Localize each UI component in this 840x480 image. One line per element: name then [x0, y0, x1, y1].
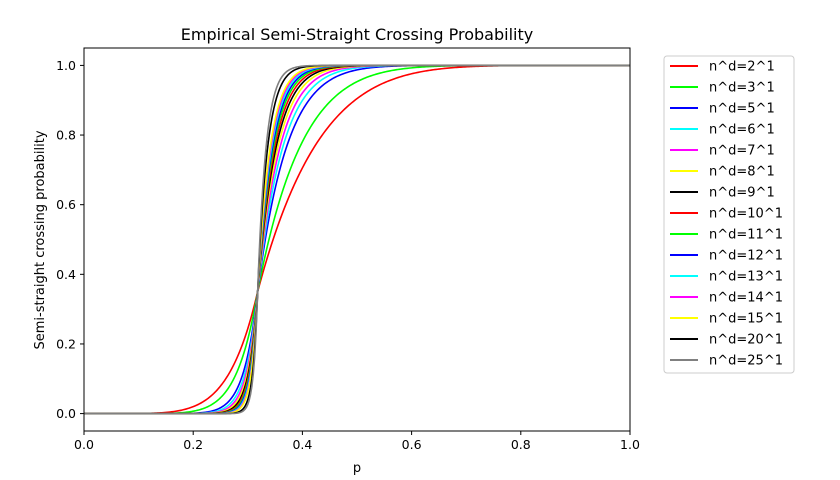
legend-label: n^d=9^1	[709, 186, 775, 201]
chart-title: Empirical Semi-Straight Crossing Probabi…	[181, 25, 533, 44]
x-tick-label: 1.0	[620, 437, 640, 452]
legend: n^d=2^1 n^d=3^1 n^d=5^1 n^d=6^1 n^d=7^1 n^d=8…	[663, 55, 795, 374]
plot-frame	[83, 47, 631, 432]
legend-label: n^d=25^1	[709, 354, 783, 369]
legend-label: n^d=3^1	[709, 81, 775, 96]
legend-label: n^d=20^1	[709, 333, 783, 348]
legend-label: n^d=15^1	[709, 312, 783, 327]
series-line-3	[84, 64, 630, 415]
series-line-9	[84, 64, 630, 415]
series-line-20	[84, 64, 630, 415]
legend-label: n^d=8^1	[709, 165, 775, 180]
legend-label: n^d=6^1	[709, 123, 775, 138]
series-line-12	[84, 64, 630, 415]
series-line-15	[84, 64, 630, 415]
y-axis-label: Semi-straight crossing probability	[33, 130, 48, 349]
x-axis-label: p	[353, 461, 361, 476]
series-line-13	[84, 64, 630, 415]
series-line-11	[84, 64, 630, 415]
series-line-8	[84, 64, 630, 415]
legend-label: n^d=11^1	[709, 228, 783, 243]
series-line-14	[84, 64, 630, 415]
y-tick-label: 0.6	[56, 197, 76, 212]
x-tick-label: 0.2	[183, 437, 203, 452]
series-line-25	[84, 64, 630, 415]
x-tick-label: 0.0	[74, 437, 94, 452]
plot-area	[83, 47, 631, 432]
legend-label: n^d=12^1	[709, 249, 783, 264]
legend-label: n^d=2^1	[709, 60, 775, 75]
x-axis: 0.0 0.2 0.4 0.6 0.8 1.0	[74, 431, 640, 452]
legend-label: n^d=10^1	[709, 207, 783, 222]
series-line-10	[84, 64, 630, 415]
legend-frame	[663, 55, 795, 374]
y-tick-label: 0.2	[56, 336, 76, 351]
x-tick-label: 0.4	[292, 437, 312, 452]
y-tick-label: 0.8	[56, 128, 76, 143]
series-line-7	[84, 64, 630, 415]
x-tick-label: 0.8	[511, 437, 531, 452]
series-layer	[84, 64, 630, 415]
x-tick-label: 0.6	[402, 437, 422, 452]
legend-label: n^d=7^1	[709, 144, 775, 159]
y-tick-label: 0.4	[56, 267, 76, 282]
legend-label: n^d=5^1	[709, 102, 775, 117]
y-tick-label: 1.0	[56, 58, 76, 73]
series-line-2	[84, 64, 630, 415]
legend-label: n^d=13^1	[709, 270, 783, 285]
series-line-5	[84, 64, 630, 415]
series-line-6	[84, 64, 630, 415]
legend-label: n^d=14^1	[709, 291, 783, 306]
y-axis: 0.0 0.2 0.4 0.6 0.8 1.0	[56, 58, 84, 421]
y-tick-label: 0.0	[56, 406, 76, 421]
